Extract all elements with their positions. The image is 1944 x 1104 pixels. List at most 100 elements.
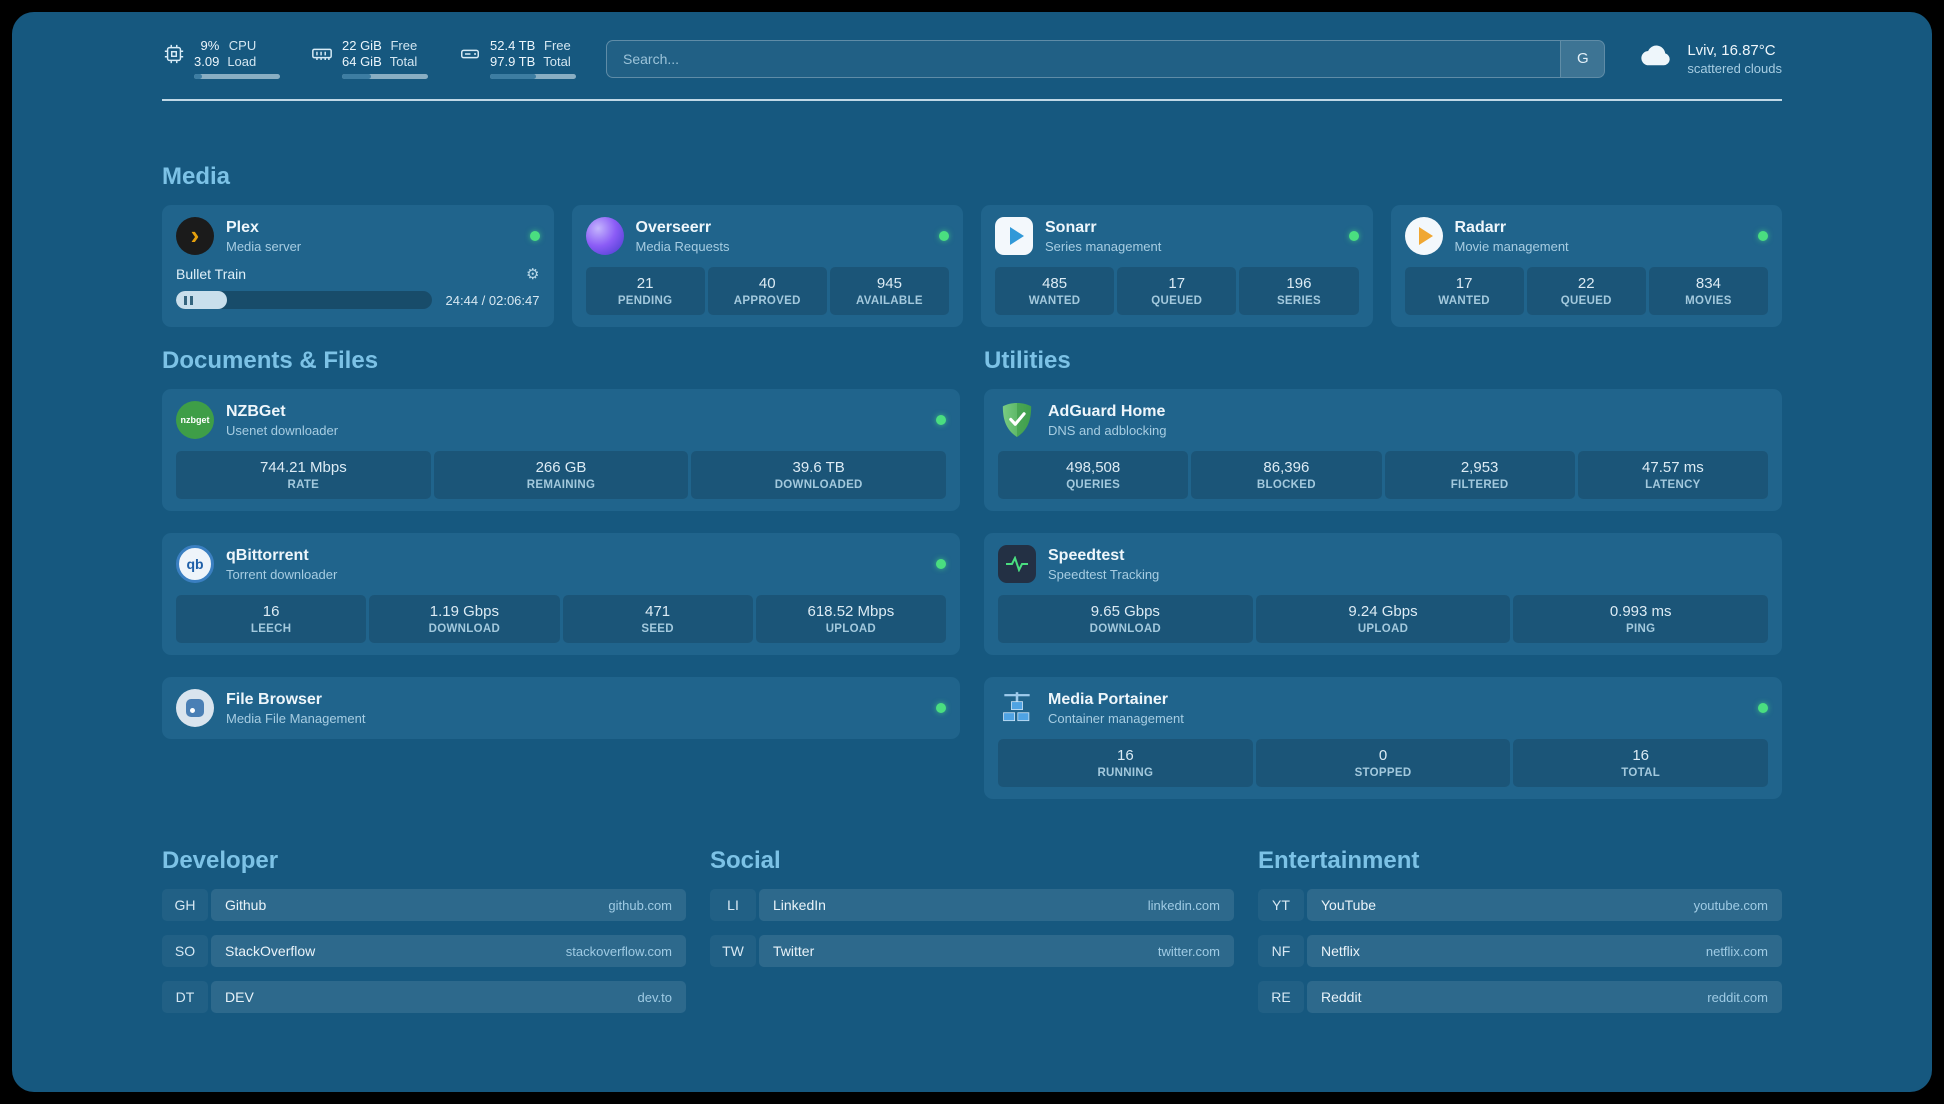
app-name: Sonarr [1045,218,1097,236]
stat-rate: 744.21 Mbps RATE [176,451,431,500]
bookmark-domain: stackoverflow.com [565,943,672,959]
bookmark-abbr: SO [162,935,208,968]
ram-icon [310,43,334,65]
cloud-icon [1635,42,1675,75]
bookmark-netflix[interactable]: NF Netflix netflix.com [1258,935,1782,968]
stat-movies: 834 MOVIES [1648,267,1769,316]
app-card-overseerr: Overseerr Media Requests 21 PENDING 40 A… [571,205,963,328]
bookmark-domain: netflix.com [1705,943,1768,959]
settings-gear-icon[interactable]: ⚙ [526,266,540,284]
speedtest-icon [998,545,1036,584]
stat-wanted: 17 WANTED [1404,267,1524,316]
bookmark-domain: github.com [608,897,672,913]
cpu-load-label: Load [227,53,257,69]
status-online-dot [936,559,946,570]
search-input[interactable] [607,40,1561,77]
app-subtitle: Usenet downloader [226,422,339,438]
playback-time: 24:44 / 02:06:47 [445,292,540,308]
weather-location: Lviv, 16.87°C [1687,41,1776,59]
nzbget-link[interactable]: nzbget NZBGet Usenet downloader [176,401,946,440]
sonarr-link[interactable]: Sonarr Series management [995,217,1359,256]
bookmark-name: Reddit [1321,989,1362,1006]
bookmark-domain: youtube.com [1693,897,1768,913]
filebrowser-link[interactable]: File Browser Media File Management [176,689,946,728]
bookmark-dev[interactable]: DT DEV dev.to [162,981,686,1014]
app-subtitle: Movie management [1454,238,1569,254]
stat-seed: 471 SEED [562,595,753,644]
status-online-dot [529,231,540,242]
stat-wanted: 485 WANTED [995,267,1115,316]
bookmark-reddit[interactable]: RE Reddit reddit.com [1258,981,1782,1014]
dashboard-page: 9% 3.09 CPU Load [12,12,1932,1092]
plex-link[interactable]: › Plex Media server [176,217,540,256]
ram-meter [342,74,428,80]
disk-free-value: 52.4 TB [490,38,536,53]
bookmark-name: LinkedIn [773,897,826,914]
stat-available: 945 AVAILABLE [829,267,950,316]
plex-icon: › [176,217,214,256]
radarr-link[interactable]: Radarr Movie management [1404,217,1768,256]
stat-stopped: 0 STOPPED [1255,739,1511,788]
disk-meter [490,74,576,80]
app-card-adguard: AdGuard Home DNS and adblocking 498,508 … [984,389,1782,512]
weather-widget: Lviv, 16.87°C scattered clouds [1635,42,1782,76]
stat-approved: 40 APPROVED [707,267,827,316]
portainer-link[interactable]: Media Portainer Container management [998,689,1768,727]
app-card-radarr: Radarr Movie management 17 WANTED 22 QUE… [1390,205,1782,328]
topbar-divider [162,99,1782,102]
app-card-filebrowser: File Browser Media File Management [162,677,960,740]
bookmark-youtube[interactable]: YT YouTube youtube.com [1258,889,1782,922]
section-title-entertainment: Entertainment [1258,847,1420,875]
adguard-icon [998,401,1036,439]
ram-free-value: 22 GiB [342,38,382,53]
bookmark-github[interactable]: GH Github github.com [162,889,686,922]
weather-condition: scattered clouds [1687,60,1782,76]
disk-total-label: Total [543,53,571,69]
portainer-icon [998,689,1036,727]
app-card-sonarr: Sonarr Series management 485 WANTED 17 Q… [981,205,1373,328]
disk-total-value: 97.9 TB [490,53,536,69]
bookmark-abbr: LI [710,889,756,922]
search-provider-button[interactable]: G [1560,40,1605,77]
stat-upload: 9.24 Gbps UPLOAD [1255,595,1511,644]
search-bar: G [606,39,1606,78]
stat-blocked: 86,396 BLOCKED [1191,451,1382,500]
bookmark-domain: dev.to [637,989,672,1005]
stat-remaining: 266 GB REMAINING [433,451,689,500]
app-name: Plex [226,218,259,236]
stat-running: 16 RUNNING [998,739,1253,788]
qbittorrent-icon: qb [176,545,214,584]
status-online-dot [1758,231,1768,242]
bookmark-name: YouTube [1321,897,1377,914]
bookmark-stackoverflow[interactable]: SO StackOverflow stackoverflow.com [162,935,686,968]
bookmark-linkedin[interactable]: LI LinkedIn linkedin.com [710,889,1234,922]
adguard-link[interactable]: AdGuard Home DNS and adblocking [998,401,1768,439]
bookmark-twitter[interactable]: TW Twitter twitter.com [710,935,1234,968]
speedtest-link[interactable]: Speedtest Speedtest Tracking [998,545,1768,584]
bookmark-domain: linkedin.com [1147,897,1220,913]
app-subtitle: Container management [1048,710,1184,726]
media-cards-row: › Plex Media server Bullet Train ⚙ [162,205,1782,328]
cpu-percent: 9% [200,38,220,53]
app-subtitle: Series management [1045,238,1162,254]
qbittorrent-link[interactable]: qb qBittorrent Torrent downloader [176,545,946,584]
stat-filtered: 2,953 FILTERED [1384,451,1575,500]
stat-ping: 0.993 ms PING [1513,595,1769,644]
app-subtitle: Media File Management [226,710,366,726]
cpu-icon [162,43,186,65]
ram-total-value: 64 GiB [342,53,382,69]
stat-downloaded: 39.6 TB DOWNLOADED [691,451,947,500]
app-name: File Browser [226,690,323,708]
app-name: Speedtest [1048,546,1125,564]
stat-queries: 498,508 QUERIES [998,451,1189,500]
stat-pending: 21 PENDING [585,267,705,316]
app-name: Media Portainer [1048,690,1169,708]
section-title-utilities: Utilities [984,347,1071,375]
stat-latency: 47.57 ms LATENCY [1577,451,1768,500]
cpu-stat: 9% 3.09 CPU Load [162,38,280,80]
overseerr-link[interactable]: Overseerr Media Requests [585,217,949,256]
stat-total: 16 TOTAL [1513,739,1769,788]
section-title-documents: Documents & Files [162,347,379,375]
pause-icon[interactable] [184,295,193,305]
playback-progress-bar[interactable] [176,291,432,310]
